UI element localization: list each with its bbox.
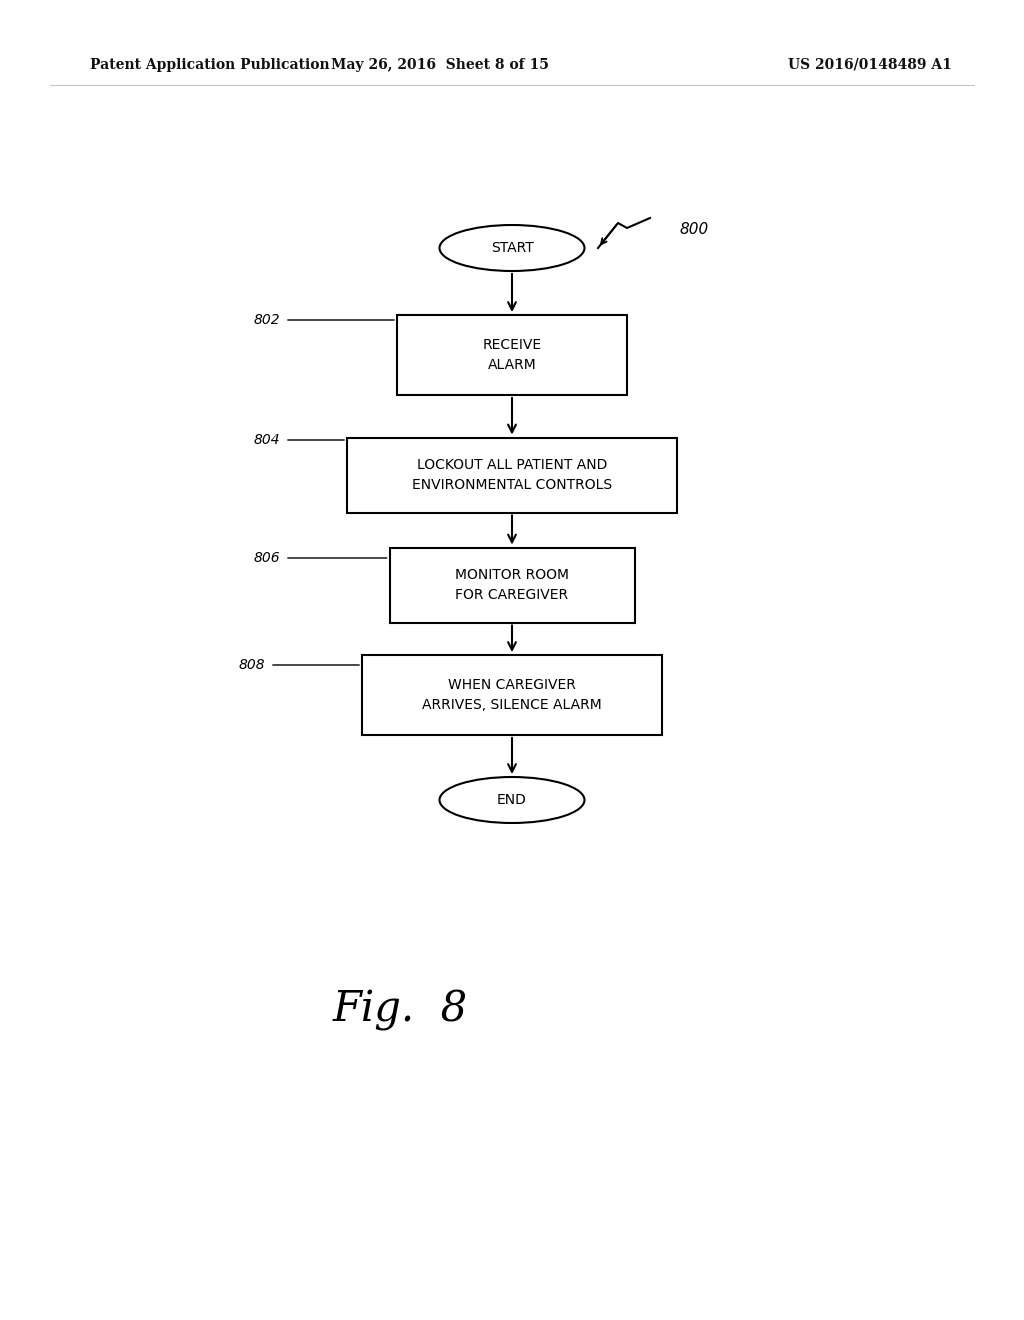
Text: LOCKOUT ALL PATIENT AND
ENVIRONMENTAL CONTROLS: LOCKOUT ALL PATIENT AND ENVIRONMENTAL CO… <box>412 458 612 492</box>
Text: WHEN CAREGIVER
ARRIVES, SILENCE ALARM: WHEN CAREGIVER ARRIVES, SILENCE ALARM <box>422 678 602 711</box>
Text: 802: 802 <box>253 313 280 327</box>
Text: 806: 806 <box>253 550 280 565</box>
Text: Fig.  8: Fig. 8 <box>333 989 468 1031</box>
Text: MONITOR ROOM
FOR CAREGIVER: MONITOR ROOM FOR CAREGIVER <box>455 568 569 602</box>
Text: END: END <box>497 793 527 807</box>
Text: Patent Application Publication: Patent Application Publication <box>90 58 330 73</box>
Text: 804: 804 <box>253 433 280 447</box>
Text: START: START <box>490 242 534 255</box>
Text: RECEIVE
ALARM: RECEIVE ALARM <box>482 338 542 372</box>
Text: 808: 808 <box>239 657 265 672</box>
Text: US 2016/0148489 A1: US 2016/0148489 A1 <box>788 58 952 73</box>
Text: May 26, 2016  Sheet 8 of 15: May 26, 2016 Sheet 8 of 15 <box>331 58 549 73</box>
Text: 800: 800 <box>680 223 710 238</box>
